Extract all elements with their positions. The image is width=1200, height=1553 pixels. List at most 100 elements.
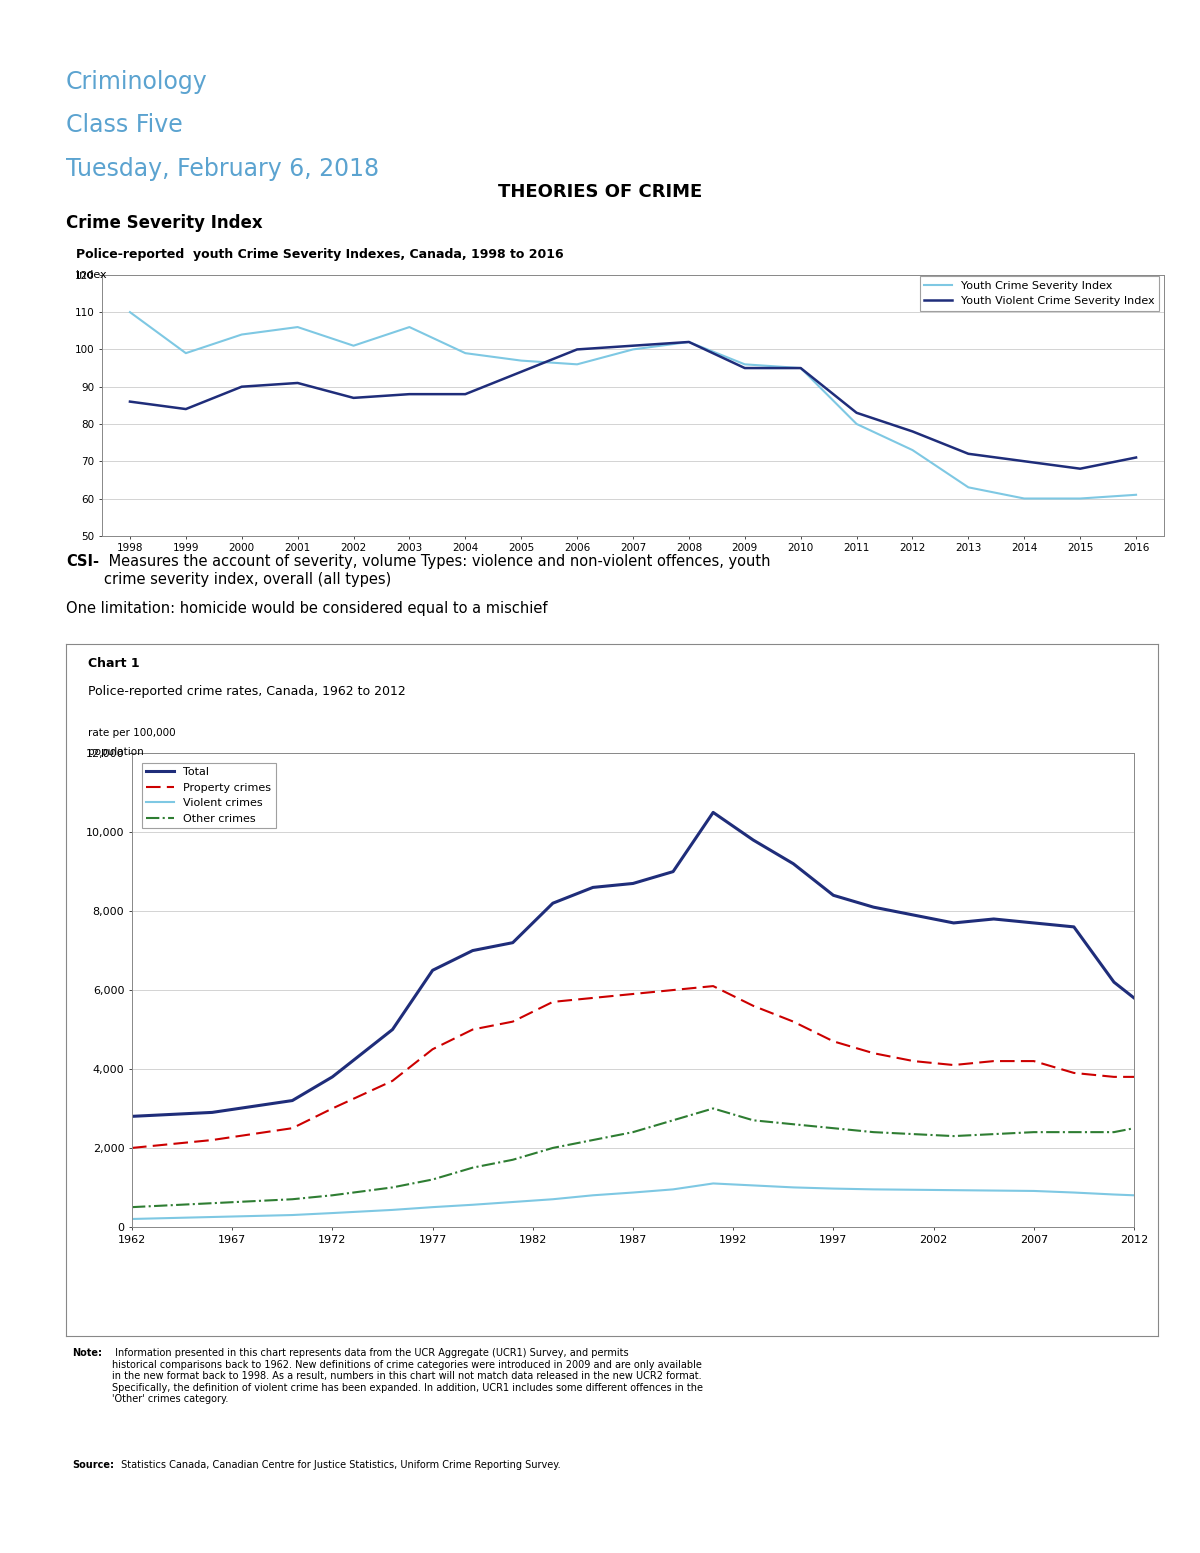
Youth Violent Crime Severity Index <box>1073 460 1087 478</box>
Youth Violent Crime Severity Index <box>961 444 976 463</box>
Youth Crime Severity Index <box>682 332 696 351</box>
Youth Violent Crime Severity Index <box>793 359 808 377</box>
Text: Information presented in this chart represents data from the UCR Aggregate (UCR1: Information presented in this chart repr… <box>112 1348 703 1404</box>
Youth Violent Crime Severity Index <box>738 359 752 377</box>
Youth Violent Crime Severity Index <box>682 332 696 351</box>
Other crimes <box>125 1197 139 1216</box>
Total <box>866 898 881 916</box>
Youth Violent Crime Severity Index <box>850 404 864 422</box>
Text: Statistics Canada, Canadian Centre for Justice Statistics, Uniform Crime Reporti: Statistics Canada, Canadian Centre for J… <box>118 1460 560 1469</box>
Youth Violent Crime Severity Index <box>290 374 305 393</box>
Other crimes <box>806 1117 821 1135</box>
Total <box>125 1107 139 1126</box>
Property crimes <box>445 1030 460 1048</box>
Youth Crime Severity Index <box>961 478 976 497</box>
Youth Crime Severity Index <box>347 337 361 356</box>
Youth Violent Crime Severity Index <box>234 377 248 396</box>
Violent crimes <box>346 1202 360 1221</box>
Youth Crime Severity Index <box>570 356 584 374</box>
Line: Property crimes: Property crimes <box>132 986 1134 1148</box>
Youth Violent Crime Severity Index <box>514 362 528 380</box>
Line: Youth Violent Crime Severity Index: Youth Violent Crime Severity Index <box>130 342 1136 469</box>
Text: index: index <box>76 270 107 280</box>
Property crimes <box>1127 1067 1141 1086</box>
Youth Crime Severity Index <box>122 303 137 321</box>
Total <box>806 870 821 888</box>
Total <box>1106 972 1121 991</box>
Total <box>1127 989 1141 1008</box>
Violent crimes <box>706 1174 720 1193</box>
Violent crimes <box>445 1197 460 1216</box>
Other crimes <box>866 1123 881 1141</box>
Line: Violent crimes: Violent crimes <box>132 1183 1134 1219</box>
Violent crimes <box>1127 1186 1141 1205</box>
Text: Tuesday, February 6, 2018: Tuesday, February 6, 2018 <box>66 157 379 180</box>
Legend: Total, Property crimes, Violent crimes, Other crimes: Total, Property crimes, Violent crimes, … <box>142 763 276 828</box>
Text: Note:: Note: <box>72 1348 102 1357</box>
Property crimes <box>125 1138 139 1157</box>
Youth Violent Crime Severity Index <box>1129 449 1144 467</box>
Youth Crime Severity Index <box>738 356 752 374</box>
Property crimes <box>866 1044 881 1062</box>
Youth Violent Crime Severity Index <box>402 385 416 404</box>
Other crimes <box>706 1100 720 1118</box>
Youth Crime Severity Index <box>1018 489 1032 508</box>
Other crimes <box>425 1171 439 1190</box>
Youth Crime Severity Index <box>179 343 193 362</box>
Youth Violent Crime Severity Index <box>570 340 584 359</box>
Youth Violent Crime Severity Index <box>179 399 193 418</box>
Youth Violent Crime Severity Index <box>458 385 473 404</box>
Text: rate per 100,000: rate per 100,000 <box>88 728 175 738</box>
Violent crimes <box>866 1180 881 1199</box>
Total <box>445 950 460 969</box>
Text: Measures the account of severity, volume Types: violence and non-violent offence: Measures the account of severity, volume… <box>104 554 770 587</box>
Youth Crime Severity Index <box>290 318 305 337</box>
Youth Crime Severity Index <box>850 415 864 433</box>
Text: Class Five: Class Five <box>66 113 182 137</box>
Total <box>346 1051 360 1070</box>
Property crimes <box>425 1041 439 1059</box>
Youth Violent Crime Severity Index <box>122 393 137 412</box>
Text: Police-reported crime rates, Canada, 1962 to 2012: Police-reported crime rates, Canada, 196… <box>88 685 406 697</box>
Youth Violent Crime Severity Index <box>1018 452 1032 471</box>
Youth Crime Severity Index <box>402 318 416 337</box>
Property crimes <box>806 1022 821 1041</box>
Other crimes <box>445 1165 460 1183</box>
Property crimes <box>346 1090 360 1109</box>
Violent crimes <box>425 1197 439 1216</box>
Legend: Youth Crime Severity Index, Youth Violent Crime Severity Index: Youth Crime Severity Index, Youth Violen… <box>919 276 1159 311</box>
Youth Crime Severity Index <box>905 441 919 460</box>
Property crimes <box>1106 1067 1121 1086</box>
Youth Violent Crime Severity Index <box>347 388 361 407</box>
Text: Criminology: Criminology <box>66 70 208 93</box>
Text: Crime Severity Index: Crime Severity Index <box>66 214 263 233</box>
Other crimes <box>1106 1123 1121 1141</box>
Youth Crime Severity Index <box>1129 486 1144 505</box>
Youth Crime Severity Index <box>626 340 641 359</box>
Youth Crime Severity Index <box>793 359 808 377</box>
Youth Crime Severity Index <box>458 343 473 362</box>
Text: Chart 1: Chart 1 <box>88 657 139 669</box>
Text: One limitation: homicide would be considered equal to a mischief: One limitation: homicide would be consid… <box>66 601 547 617</box>
Other crimes <box>1127 1118 1141 1137</box>
Violent crimes <box>1106 1185 1121 1204</box>
Total <box>425 961 439 980</box>
Property crimes <box>706 977 720 995</box>
Line: Youth Crime Severity Index: Youth Crime Severity Index <box>130 312 1136 499</box>
Other crimes <box>346 1183 360 1202</box>
Text: THEORIES OF CRIME: THEORIES OF CRIME <box>498 183 702 202</box>
Text: Police-reported  youth Crime Severity Indexes, Canada, 1998 to 2016: Police-reported youth Crime Severity Ind… <box>76 248 563 261</box>
Text: CSI-: CSI- <box>66 554 98 570</box>
Text: Source:: Source: <box>72 1460 114 1469</box>
Youth Crime Severity Index <box>1073 489 1087 508</box>
Youth Crime Severity Index <box>514 351 528 370</box>
Youth Violent Crime Severity Index <box>626 337 641 356</box>
Line: Total: Total <box>132 812 1134 1117</box>
Text: population: population <box>88 747 143 756</box>
Violent crimes <box>806 1179 821 1197</box>
Youth Violent Crime Severity Index <box>905 422 919 441</box>
Total <box>706 803 720 822</box>
Violent crimes <box>125 1210 139 1228</box>
Line: Other crimes: Other crimes <box>132 1109 1134 1207</box>
Youth Crime Severity Index <box>234 325 248 343</box>
